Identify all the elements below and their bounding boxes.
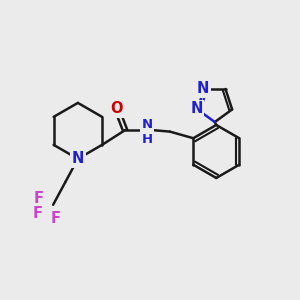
Text: N: N — [190, 101, 203, 116]
Text: F: F — [33, 206, 43, 220]
Text: O: O — [111, 101, 123, 116]
Text: N
H: N H — [141, 118, 152, 146]
Text: F: F — [50, 211, 61, 226]
Text: N: N — [72, 151, 84, 166]
Text: F: F — [34, 191, 44, 206]
Text: N: N — [197, 81, 209, 96]
